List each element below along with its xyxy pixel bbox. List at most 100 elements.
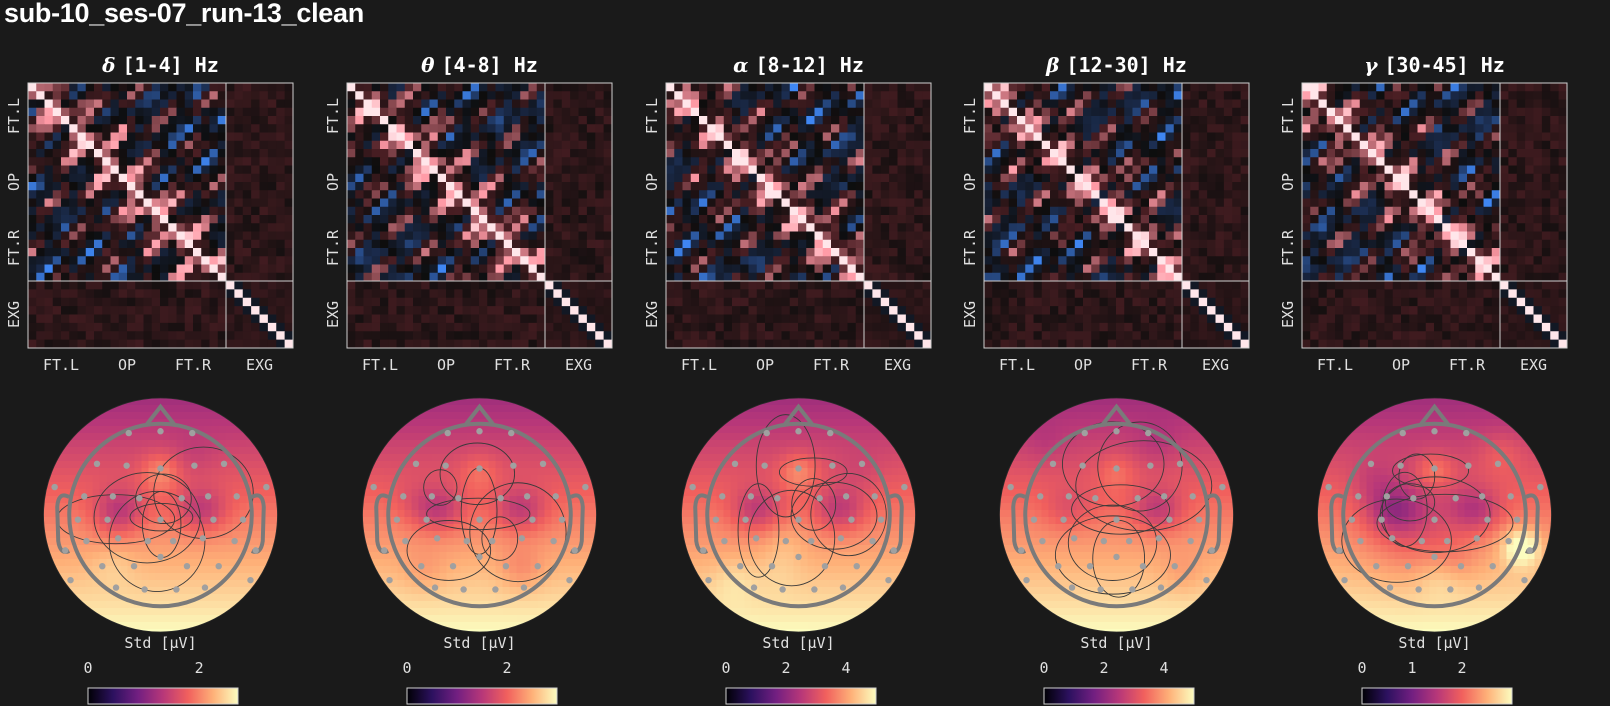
topo-pixel [162, 475, 170, 483]
matrix-cell [880, 124, 890, 133]
topo-pixel [148, 538, 156, 546]
matrix-cell [723, 132, 733, 142]
matrix-cell [388, 231, 397, 241]
topo-pixel [253, 573, 261, 581]
matrix-cell [234, 339, 244, 349]
topo-pixel [260, 601, 268, 609]
topo-pixel [246, 398, 254, 406]
topo-pixel [572, 433, 580, 441]
matrix-cell [209, 248, 219, 257]
topo-pixel [57, 426, 65, 434]
matrix-cell [176, 91, 186, 100]
matrix-cell [847, 107, 857, 117]
matrix-cell [110, 215, 120, 224]
topo-pixel [516, 461, 524, 469]
topo-pixel [148, 398, 156, 406]
matrix-cell [85, 264, 95, 274]
topo-pixel [197, 475, 205, 483]
topo-pixel [418, 587, 426, 595]
matrix-cell [578, 99, 588, 109]
matrix-cell [251, 331, 260, 341]
matrix-cell [421, 314, 430, 324]
topo-pixel [558, 496, 566, 504]
matrix-cell [528, 198, 538, 208]
topo-pixel [85, 426, 93, 434]
matrix-cell [773, 132, 782, 142]
matrix-cell [347, 91, 356, 100]
matrix-cell [61, 107, 70, 117]
topo-pixel [488, 475, 496, 483]
matrix-cell [880, 157, 890, 166]
topo-pixel [509, 468, 517, 476]
matrix-cell [798, 116, 807, 125]
matrix-cell [495, 165, 505, 175]
topo-pixel [432, 608, 440, 616]
topo-pixel [425, 566, 433, 574]
x-tick-label: FT.R [494, 356, 531, 374]
matrix-cell [520, 206, 529, 216]
matrix-cell [143, 215, 153, 224]
matrix-cell [503, 223, 513, 232]
topo-pixel [225, 482, 233, 490]
topo-pixel [71, 412, 79, 420]
band-panel-2: α [8-12] HzFT.LFT.LOPOPFT.RFT.REXGEXGStd… [643, 53, 932, 705]
matrix-cell [28, 99, 37, 109]
topo-pixel [390, 573, 398, 581]
sensor-dot [412, 460, 420, 468]
matrix-cell [806, 83, 815, 92]
matrix-cell [77, 281, 87, 290]
topo-pixel [85, 587, 93, 595]
topo-pixel [369, 475, 377, 483]
topo-pixel [460, 496, 468, 504]
topo-pixel [120, 510, 128, 518]
topo-pixel [253, 398, 261, 406]
topo-pixel [544, 433, 552, 441]
matrix-cell [413, 124, 422, 133]
topo-pixel [565, 440, 573, 448]
topo-pixel [586, 587, 594, 595]
sensor-dot [400, 493, 407, 500]
topo-pixel [376, 398, 384, 406]
matrix-cell [160, 206, 169, 216]
topo-pixel [376, 608, 384, 616]
matrix-cell [94, 157, 103, 166]
topo-pixel [85, 489, 93, 497]
matrix-cell [36, 297, 45, 307]
matrix-cell [259, 149, 269, 158]
matrix-cell [251, 256, 260, 265]
topo-pixel [376, 468, 384, 476]
matrix-cell [503, 306, 513, 315]
matrix-cell [44, 322, 54, 332]
topo-pixel [120, 454, 128, 462]
matrix-cell [69, 223, 78, 232]
matrix-cell [193, 91, 202, 100]
sensor-dot [502, 562, 510, 570]
matrix-cell [127, 272, 136, 282]
sensor-dot [263, 483, 270, 491]
matrix-cell [723, 107, 733, 117]
matrix-cell [470, 91, 480, 100]
topo-pixel [78, 503, 86, 511]
topo-pixel [362, 489, 370, 497]
topo-pixel [267, 601, 275, 609]
matrix-cell [889, 149, 898, 158]
matrix-cell [707, 132, 716, 142]
matrix-cell [578, 339, 588, 349]
matrix-cell [470, 190, 480, 199]
topo-pixel [502, 587, 510, 595]
matrix-cell [110, 272, 120, 282]
matrix-cell [520, 331, 529, 341]
matrix-cell [520, 297, 529, 307]
topo-pixel [162, 608, 170, 616]
matrix-cell [437, 239, 447, 249]
topo-pixel [211, 426, 219, 434]
topo-pixel [502, 608, 510, 616]
matrix-cell [28, 83, 37, 92]
matrix-cell [61, 198, 70, 208]
matrix-cell [512, 149, 521, 158]
topo-pixel [239, 538, 247, 546]
topo-pixel [418, 461, 426, 469]
topo-pixel [369, 559, 377, 567]
matrix-cell [479, 264, 488, 274]
matrix-cell [765, 149, 774, 158]
